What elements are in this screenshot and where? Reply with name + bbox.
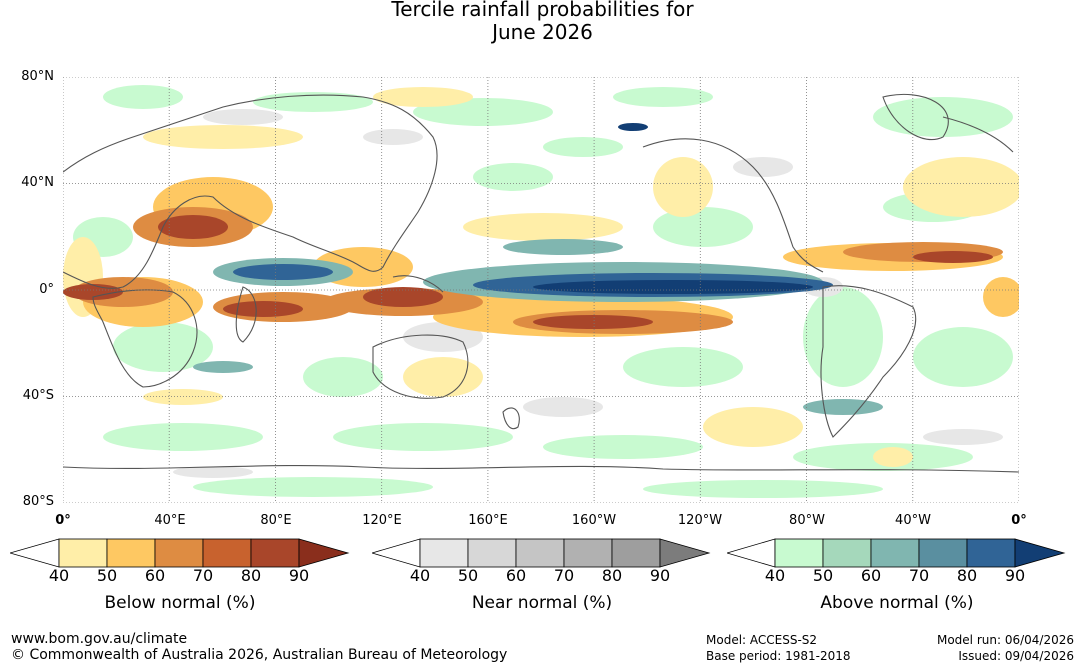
issued-date: Issued: 09/04/2026 <box>958 649 1074 663</box>
swatch-below-6 <box>298 538 350 568</box>
lon-label-120w: 120°W <box>677 513 723 528</box>
legend-tick: 80 <box>240 566 262 585</box>
website-link[interactable]: www.bom.gov.au/climate <box>11 631 188 647</box>
legend-tick: 70 <box>553 566 575 585</box>
lon-label-0-right: 0° <box>1011 513 1027 528</box>
copyright-text: © Commonwealth of Australia 2026, Austra… <box>11 647 508 663</box>
swatch-near-6 <box>659 538 711 568</box>
base-period: Base period: 1981-2018 <box>706 649 851 663</box>
lon-label-80e: 80°E <box>260 513 292 528</box>
swatch-below-0 <box>10 538 60 568</box>
legend-tick: 50 <box>96 566 118 585</box>
legend-above-normal: 40 50 60 70 80 90 Above normal (%) <box>727 538 1067 613</box>
rainfall-probability-map <box>63 77 1019 503</box>
swatch-below-2 <box>106 538 156 568</box>
legend-near-normal-title: Near normal (%) <box>471 593 613 613</box>
swatch-below-1 <box>58 538 108 568</box>
legend-below-normal-title: Below normal (%) <box>104 593 256 613</box>
swatch-near-1 <box>419 538 469 568</box>
lat-label-80s: 80°S <box>22 494 54 509</box>
swatch-above-2 <box>822 538 872 568</box>
legend-tick: 70 <box>192 566 214 585</box>
lon-label-160w: 160°W <box>571 513 617 528</box>
near-normal-patches <box>173 109 1003 478</box>
model-name: Model: ACCESS-S2 <box>706 633 818 647</box>
lat-label-40n: 40°N <box>21 175 54 190</box>
lat-label-equator: 0° <box>39 282 54 297</box>
swatch-above-5 <box>966 538 1016 568</box>
legend-tick: 50 <box>812 566 834 585</box>
legend-tick: 60 <box>505 566 527 585</box>
lon-label-40w: 40°W <box>895 513 931 528</box>
swatch-near-4 <box>563 538 613 568</box>
swatch-near-2 <box>467 538 517 568</box>
legend-tick: 80 <box>601 566 623 585</box>
legend-tick: 60 <box>144 566 166 585</box>
swatch-above-1 <box>774 538 824 568</box>
map-title-line-1: Tercile rainfall probabilities for <box>391 0 694 21</box>
legend-tick: 80 <box>956 566 978 585</box>
lon-label-0-left: 0° <box>55 513 71 528</box>
lon-label-120e: 120°E <box>362 513 402 528</box>
lon-label-160e: 160°E <box>468 513 508 528</box>
swatch-below-5 <box>250 538 300 568</box>
below-normal-intense-patches <box>63 215 993 329</box>
legend-tick: 40 <box>48 566 70 585</box>
swatch-near-0 <box>372 538 421 568</box>
legend-tick: 40 <box>764 566 786 585</box>
swatch-below-4 <box>202 538 252 568</box>
lat-label-80n: 80°N <box>21 69 54 84</box>
swatch-near-5 <box>611 538 661 568</box>
model-run-date: Model run: 06/04/2026 <box>936 633 1074 647</box>
legend-tick: 60 <box>860 566 882 585</box>
map-title-line-2: June 2026 <box>492 20 593 44</box>
swatch-above-0 <box>727 538 776 568</box>
legend-tick: 90 <box>288 566 310 585</box>
swatch-above-4 <box>918 538 968 568</box>
graticule <box>63 77 1019 503</box>
swatch-above-6 <box>1014 538 1066 568</box>
lat-label-40s: 40°S <box>22 388 54 403</box>
legend-tick: 50 <box>457 566 479 585</box>
swatch-near-3 <box>515 538 565 568</box>
legend-below-normal-colorbar <box>10 538 350 568</box>
swatch-above-3 <box>870 538 920 568</box>
lon-label-80w: 80°W <box>789 513 825 528</box>
legend-tick: 90 <box>649 566 671 585</box>
swatch-below-3 <box>154 538 204 568</box>
legend-tick: 70 <box>908 566 930 585</box>
legend-tick: 40 <box>409 566 431 585</box>
lon-label-40e: 40°E <box>154 513 186 528</box>
legend-near-normal: 40 50 60 70 80 90 Near normal (%) <box>372 538 712 613</box>
above-normal-intense-patches <box>533 123 813 294</box>
legend-above-normal-colorbar <box>727 538 1066 568</box>
legend-below-normal: 40 50 60 70 80 90 Below normal (%) <box>10 538 350 613</box>
legend-above-normal-title: Above normal (%) <box>820 593 974 613</box>
legend-near-normal-colorbar <box>372 538 711 568</box>
legend-tick: 90 <box>1004 566 1026 585</box>
